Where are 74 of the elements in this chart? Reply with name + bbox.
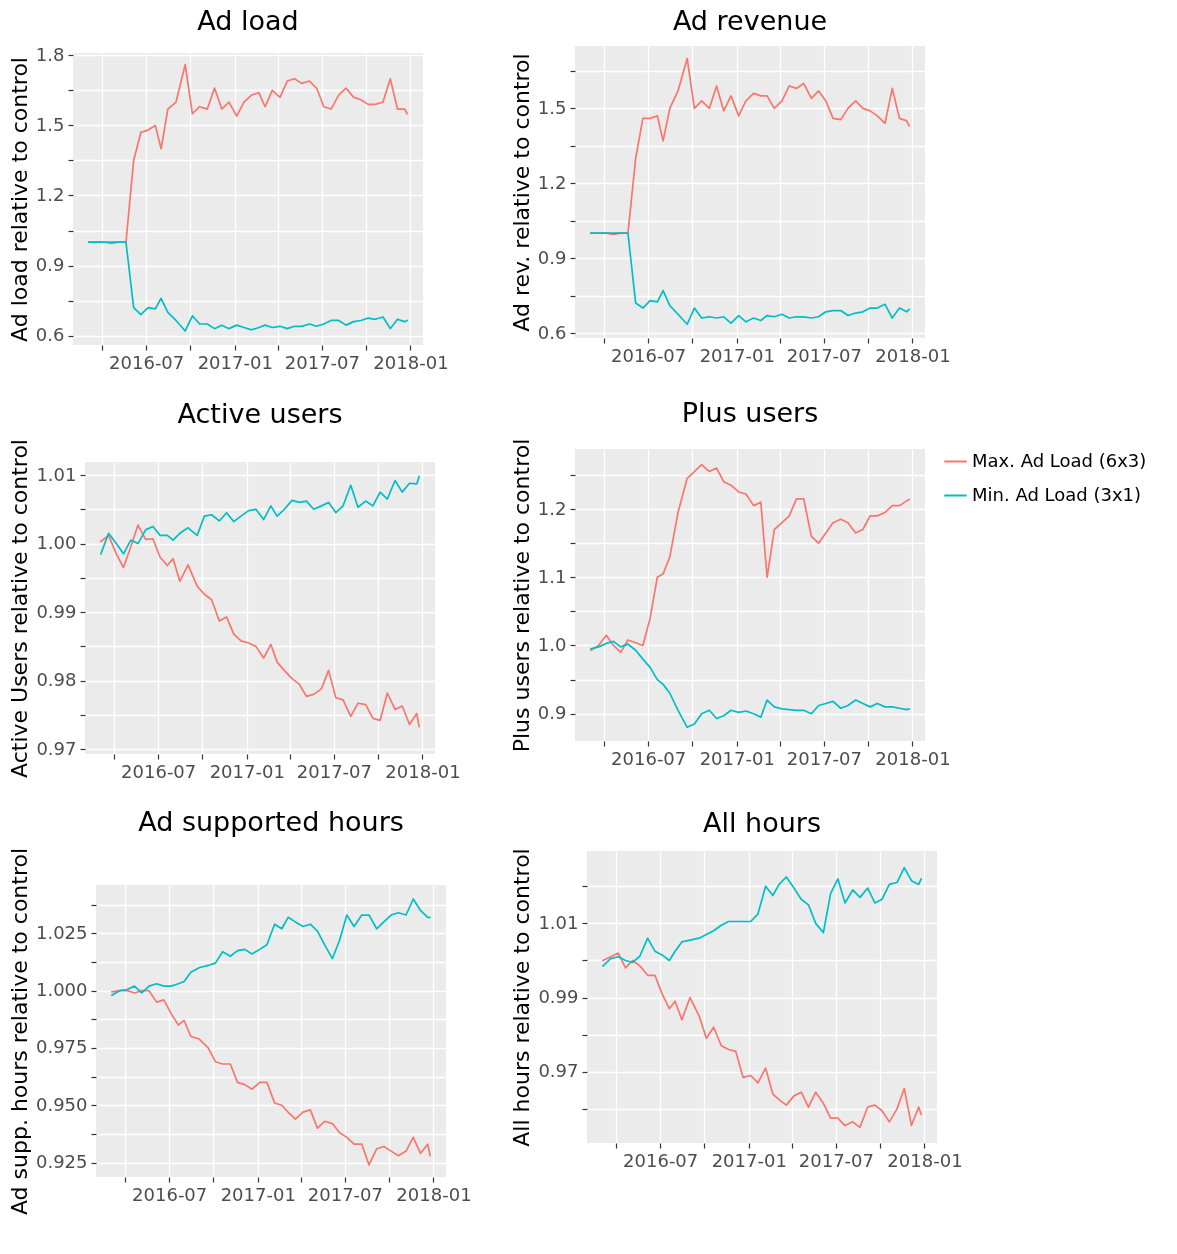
x-tick-label: 2017-07: [786, 344, 863, 366]
y-axis-title: Ad supp. hours relative to control: [6, 847, 32, 1216]
x-tick-label: 2018-01: [875, 747, 951, 769]
x-tick-label: 2016-07: [623, 1149, 699, 1171]
line-series: [111, 898, 431, 997]
chart-title: All hours: [703, 806, 821, 838]
y-tick-label: 1.8: [35, 43, 65, 65]
x-tick-label: 2016-07: [121, 760, 197, 782]
y-tick-label: 0.6: [35, 324, 65, 346]
y-tick-label: 1.2: [537, 171, 567, 193]
chart-title: Ad supported hours: [138, 806, 404, 838]
y-tick-label: 1.01: [36, 463, 77, 485]
line-series: [88, 241, 408, 332]
x-tick-label: 2017-01: [699, 344, 775, 366]
y-tick-label: 0.9: [537, 246, 567, 268]
x-tick-label: 2017-07: [786, 747, 863, 769]
y-tick-label: 0.950: [35, 1093, 88, 1115]
y-tick-label: 1.2: [537, 497, 567, 519]
y-axis-title: Plus users relative to control: [508, 438, 534, 753]
legend-label: Min. Ad Load (3x1): [972, 483, 1142, 505]
chart-title: Plus users: [681, 397, 819, 429]
x-tick-label: 2017-01: [220, 1183, 296, 1205]
line-series: [590, 640, 910, 729]
y-tick-label: 0.99: [538, 986, 579, 1008]
y-tick-label: 0.97: [36, 737, 77, 759]
x-tick-label: 2016-07: [611, 344, 687, 366]
y-axis-title: Ad rev. relative to control: [508, 53, 534, 332]
y-tick-label: 0.975: [35, 1036, 88, 1058]
x-tick-label: 2016-07: [132, 1183, 208, 1205]
legend-label: Max. Ad Load (6x3): [972, 449, 1147, 471]
y-tick-label: 1.000: [35, 979, 88, 1001]
y-tick-label: 1.01: [538, 911, 579, 933]
x-tick-label: 2017-01: [699, 747, 775, 769]
x-tick-label: 2018-01: [385, 760, 461, 782]
line-series: [602, 866, 922, 967]
y-axis-title: All hours relative to control: [509, 848, 535, 1147]
x-tick-label: 2018-01: [887, 1149, 963, 1171]
line-series: [100, 475, 420, 555]
y-tick-label: 1.5: [537, 96, 567, 118]
y-tick-label: 0.9: [35, 254, 65, 276]
y-axis-title: Ad load relative to control: [6, 57, 32, 342]
x-tick-label: 2017-01: [711, 1149, 787, 1171]
chart-title: Ad load: [197, 5, 299, 37]
x-tick-label: 2017-07: [296, 760, 373, 782]
x-tick-label: 2017-01: [209, 760, 285, 782]
x-tick-label: 2018-01: [373, 351, 449, 373]
line-series: [100, 524, 420, 728]
y-tick-label: 0.97: [538, 1060, 579, 1082]
line-series: [590, 232, 910, 326]
line-series: [602, 952, 922, 1129]
y-tick-label: 1.0: [537, 633, 567, 655]
y-tick-label: 1.5: [35, 113, 65, 135]
y-tick-label: 1.1: [537, 565, 567, 587]
y-axis-title: Active Users relative to control: [7, 439, 33, 778]
y-tick-label: 0.98: [36, 669, 77, 691]
y-tick-label: 1.025: [35, 921, 88, 943]
x-tick-label: 2017-07: [307, 1183, 384, 1205]
x-tick-label: 2016-07: [611, 747, 687, 769]
x-tick-label: 2018-01: [875, 344, 951, 366]
y-tick-label: 0.9: [537, 702, 567, 724]
y-tick-label: 0.99: [36, 600, 77, 622]
y-tick-label: 1.00: [36, 532, 77, 554]
y-tick-label: 0.925: [35, 1151, 88, 1173]
chart-title: Ad revenue: [672, 5, 828, 36]
x-tick-label: 2017-01: [197, 351, 273, 373]
line-series: [590, 463, 910, 654]
line-series: [111, 989, 431, 1166]
x-tick-label: 2017-07: [798, 1149, 875, 1171]
x-tick-label: 2017-07: [284, 351, 361, 373]
y-tick-label: 0.6: [537, 321, 567, 343]
x-tick-label: 2016-07: [109, 351, 185, 373]
chart-title: Active users: [177, 397, 343, 429]
y-tick-label: 1.2: [35, 184, 65, 205]
x-tick-label: 2018-01: [396, 1183, 472, 1205]
